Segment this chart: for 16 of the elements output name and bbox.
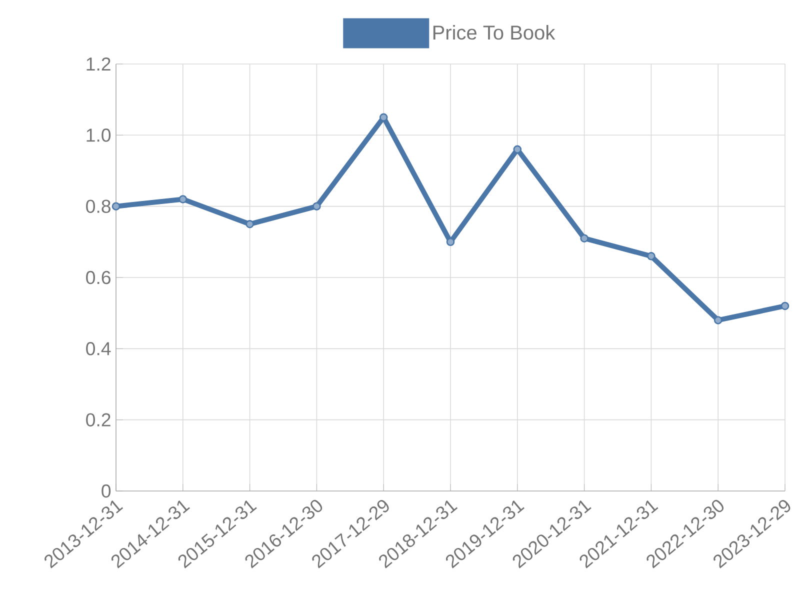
y-tick-label: 0.8 [86, 200, 110, 213]
y-tick-label: 1.2 [86, 57, 110, 71]
point [580, 234, 588, 242]
point [714, 316, 722, 324]
y-tick-label: 0.4 [86, 342, 111, 356]
point [780, 302, 790, 310]
point [312, 202, 321, 210]
y-tick-label: 1.0 [86, 128, 111, 142]
point [246, 220, 254, 228]
y-tick-label: 0.2 [86, 413, 110, 426]
y-tick-label: 0 [102, 484, 111, 498]
legend-label: Price To Book [433, 25, 556, 40]
y-tick-label: 0.6 [86, 270, 110, 284]
point [647, 252, 656, 260]
point [178, 195, 188, 204]
point [112, 202, 120, 210]
